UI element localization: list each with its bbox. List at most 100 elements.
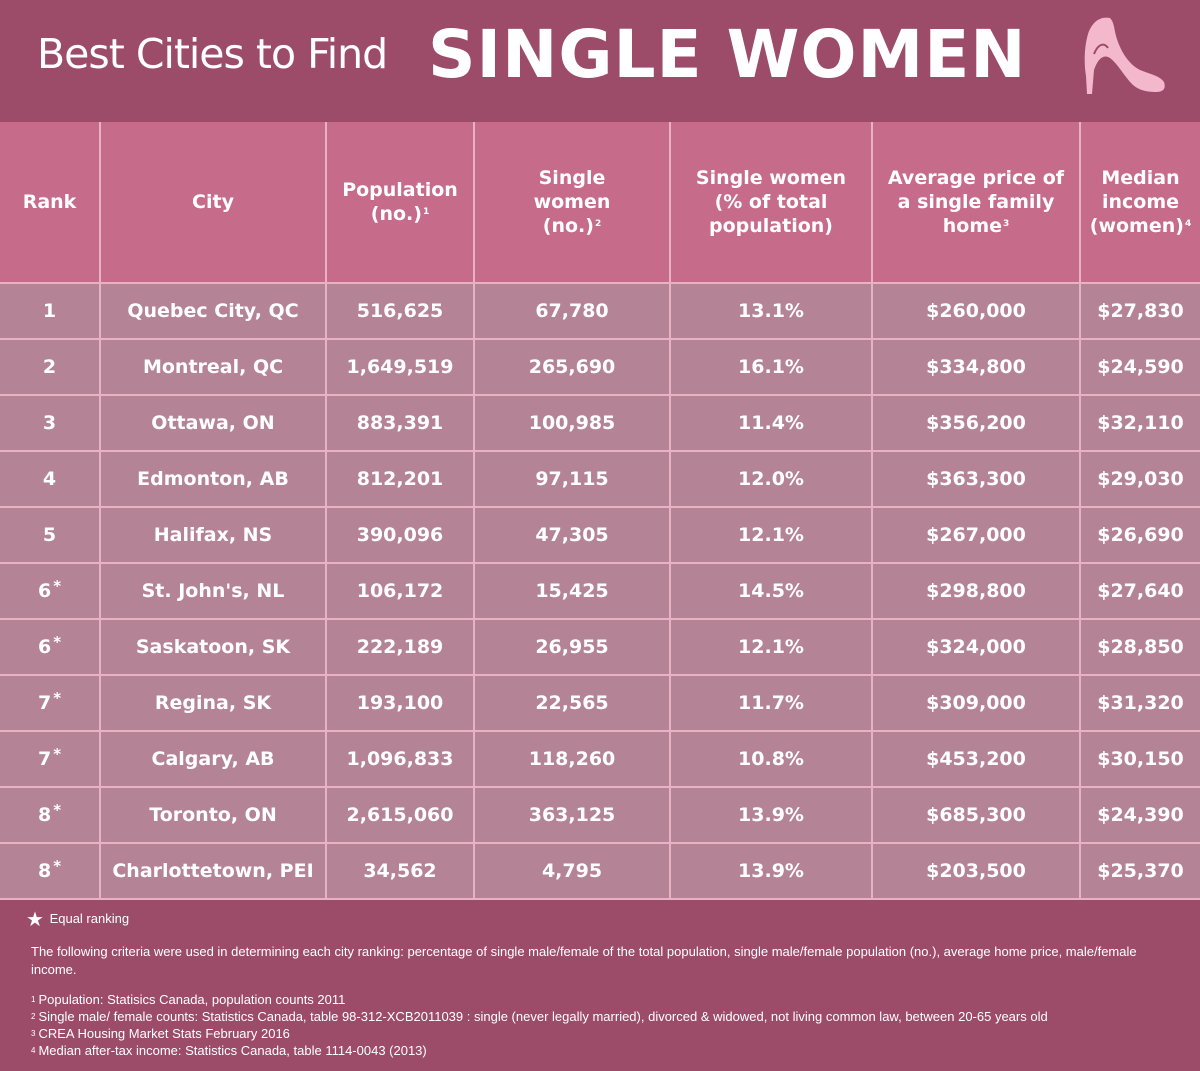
column-header-line: Single — [538, 167, 606, 189]
equal-ranking-star: * — [53, 689, 62, 707]
home-price-cell: $203,500 — [872, 843, 1081, 900]
income-cell: $27,830 — [1080, 283, 1200, 340]
footnote-marker: 1 — [422, 207, 430, 217]
rank-cell: 2 — [0, 339, 101, 396]
income-cell: $27,640 — [1080, 563, 1200, 620]
column-header-line: (no.)2 — [542, 215, 602, 237]
income-cell: $24,390 — [1080, 787, 1200, 844]
home-price-cell: $453,200 — [872, 731, 1081, 788]
column-header-line: a single family — [897, 191, 1055, 213]
rank-cell: 1 — [0, 283, 101, 340]
percent-cell: 10.8% — [670, 731, 873, 788]
percent-cell: 16.1% — [670, 339, 873, 396]
population-cell: 193,100 — [326, 675, 475, 732]
city-cell: Calgary, AB — [100, 731, 327, 788]
city-cell: Montreal, QC — [100, 339, 327, 396]
equal-ranking-star: * — [53, 857, 62, 875]
home-price-cell: $298,800 — [872, 563, 1081, 620]
table-row: 7 * Regina, SK 193,100 22,565 11.7% $309,000 $3… — [0, 675, 1200, 732]
home-price-cell: $334,800 — [872, 339, 1081, 396]
income-cell: $26,690 — [1080, 507, 1200, 564]
reference-item: 1 Population: Statisics Canada, populatio… — [31, 991, 1181, 1008]
reference-text: Population: Statisics Canada, population… — [38, 992, 346, 1007]
population-cell: 883,391 — [326, 395, 475, 452]
equal-ranking-star: * — [53, 801, 62, 819]
table-row: 6 * Saskatoon, SK 222,189 26,955 12.1% $324,00… — [0, 619, 1200, 676]
equal-ranking-star: * — [53, 745, 62, 763]
rank-cell: 5 — [0, 507, 101, 564]
column-header-line: Median — [1101, 167, 1180, 189]
population-cell: 2,615,060 — [326, 787, 475, 844]
column-header-line: City — [192, 191, 234, 213]
population-cell: 1,649,519 — [326, 339, 475, 396]
column-header: Average price of a single family home3 — [872, 122, 1081, 284]
column-header-line: (women)4 — [1089, 215, 1192, 237]
population-cell: 1,096,833 — [326, 731, 475, 788]
home-price-cell: $324,000 — [872, 619, 1081, 676]
percent-cell: 11.4% — [670, 395, 873, 452]
high-heel-shoe-icon — [1084, 17, 1165, 94]
column-header: Population (no.)1 — [326, 122, 475, 284]
income-cell: $24,590 — [1080, 339, 1200, 396]
city-cell: Quebec City, QC — [100, 283, 327, 340]
population-cell: 516,625 — [326, 283, 475, 340]
city-cell: Ottawa, ON — [100, 395, 327, 452]
reference-item: 3 CREA Housing Market Stats February 2016 — [31, 1025, 1181, 1042]
footnote-marker: 2 — [594, 219, 602, 229]
city-cell: Edmonton, AB — [100, 451, 327, 508]
city-cell: Regina, SK — [100, 675, 327, 732]
column-header-line: Population — [342, 179, 458, 201]
city-cell: Halifax, NS — [100, 507, 327, 564]
rank-cell: 3 — [0, 395, 101, 452]
reference-text: Median after-tax income: Statistics Cana… — [38, 1043, 427, 1058]
table-row: 1 Quebec City, QC 516,625 67,780 13.1% $260,0… — [0, 283, 1200, 340]
column-header: Single women (% of total population) — [670, 122, 873, 284]
population-cell: 34,562 — [326, 843, 475, 900]
column-header-line: women — [533, 191, 611, 213]
footnotes: ★ Equal ranking The following criteria w… — [0, 903, 1200, 1071]
population-cell: 812,201 — [326, 451, 475, 508]
income-cell: $29,030 — [1080, 451, 1200, 508]
single-women-cell: 22,565 — [474, 675, 671, 732]
equal-ranking-legend: ★ Equal ranking — [26, 907, 129, 932]
single-women-cell: 47,305 — [474, 507, 671, 564]
rank-cell: 7 * — [0, 675, 101, 732]
column-header: City — [100, 122, 327, 284]
table-row: 5 Halifax, NS 390,096 47,305 12.1% $267,000 $2… — [0, 507, 1200, 564]
percent-cell: 13.9% — [670, 787, 873, 844]
population-cell: 390,096 — [326, 507, 475, 564]
column-header-line: income — [1101, 191, 1180, 213]
population-cell: 106,172 — [326, 563, 475, 620]
single-women-cell: 26,955 — [474, 619, 671, 676]
column-header-line: home3 — [942, 215, 1010, 237]
column-header-line: Single women — [695, 167, 847, 189]
legend-label: Equal ranking — [49, 911, 130, 926]
single-women-cell: 15,425 — [474, 563, 671, 620]
single-women-cell: 363,125 — [474, 787, 671, 844]
table-row: 8 * Charlottetown, PEI 34,562 4,795 13.9% $203… — [0, 843, 1200, 900]
percent-cell: 12.0% — [670, 451, 873, 508]
single-women-cell: 67,780 — [474, 283, 671, 340]
single-women-cell: 97,115 — [474, 451, 671, 508]
income-cell: $30,150 — [1080, 731, 1200, 788]
rank-cell: 8 * — [0, 787, 101, 844]
rank-cell: 6 * — [0, 563, 101, 620]
title-emphasis: SINGLE WOMEN — [428, 16, 1027, 93]
single-women-cell: 4,795 — [474, 843, 671, 900]
table-row: 4 Edmonton, AB 812,201 97,115 12.0% $363,300 $… — [0, 451, 1200, 508]
footnote-marker: 4 — [1184, 219, 1192, 229]
percent-cell: 14.5% — [670, 563, 873, 620]
income-cell: $31,320 — [1080, 675, 1200, 732]
city-cell: St. John's, NL — [100, 563, 327, 620]
column-header: Median income (women)4 — [1080, 122, 1200, 284]
table-row: 2 Montreal, QC 1,649,519 265,690 16.1% $334,8… — [0, 339, 1200, 396]
reference-text: Single male/ female counts: Statistics C… — [38, 1009, 1048, 1024]
column-header-line: (no.)1 — [370, 203, 430, 225]
single-women-cell: 265,690 — [474, 339, 671, 396]
equal-ranking-star: * — [53, 633, 62, 651]
reference-item: 4 Median after-tax income: Statistics Can… — [31, 1042, 1181, 1059]
column-header-line: (% of total — [714, 191, 828, 213]
income-cell: $32,110 — [1080, 395, 1200, 452]
reference-item: 2 Single male/ female counts: Statistics … — [31, 1008, 1181, 1025]
income-cell: $28,850 — [1080, 619, 1200, 676]
